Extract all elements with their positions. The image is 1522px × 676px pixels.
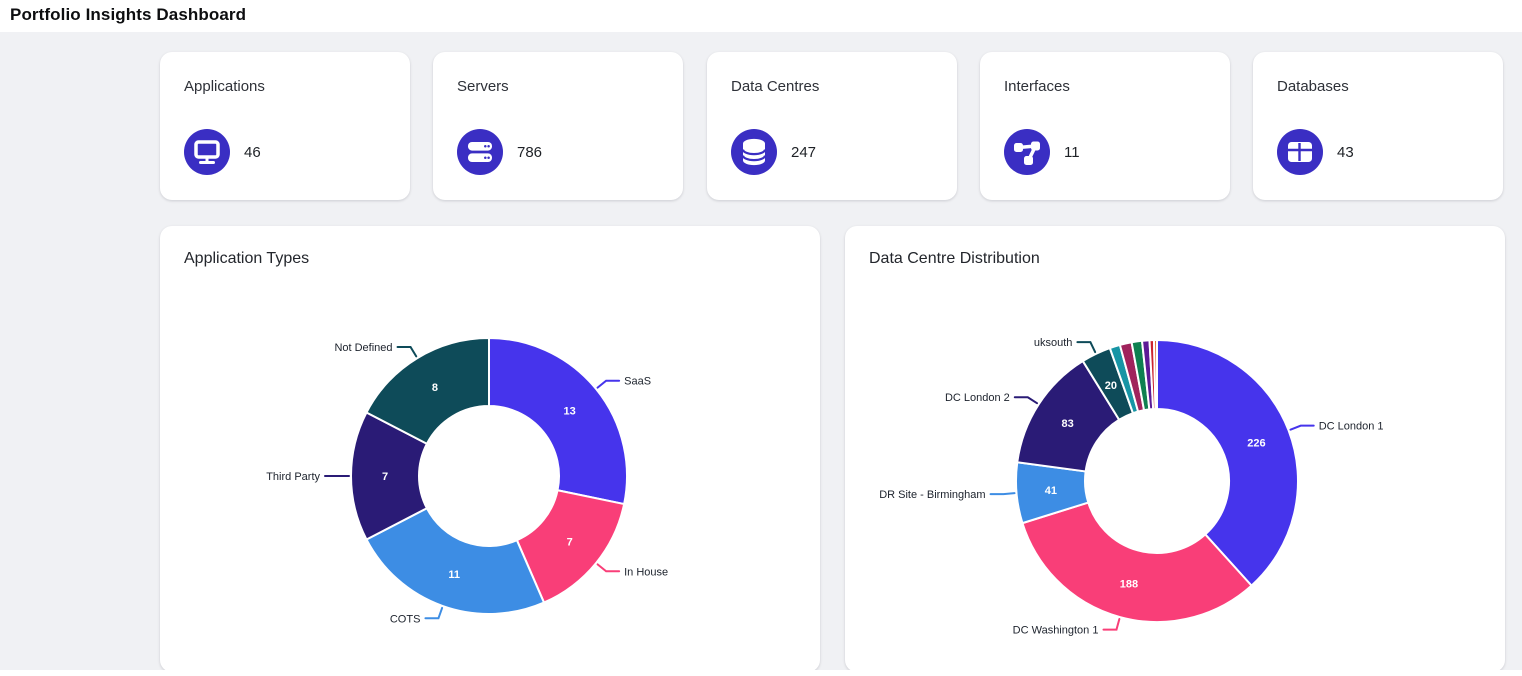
stat-value: 46 [244,143,261,161]
slice-leader-line [1076,341,1097,354]
slice-leader-line [1013,396,1039,405]
donut-slice-saas[interactable] [488,337,628,506]
stat-value: 11 [1064,143,1080,161]
database-icon [731,129,777,175]
donut-slice-not-defined[interactable] [365,337,490,445]
slice-leader-line [989,492,1016,496]
chart-card-data-centre-distribution: Data Centre Distribution 226 DC London 1 1… [845,226,1505,672]
slice-value-label: 226 [1247,438,1265,450]
page-title: Portfolio Insights Dashboard [10,5,247,24]
slice-label-not-defined: Not Defined [334,342,392,354]
slice-label-dc-washington-1: DC Washington 1 [1013,625,1099,637]
network-icon [1004,129,1050,175]
slice-value-label: 83 [1062,418,1074,430]
slice-value-label: 8 [432,382,438,394]
slice-leader-line [1102,617,1121,631]
donut-slice-cots[interactable] [365,507,545,615]
chart-title: Data Centre Distribution [869,250,1040,267]
stat-value: 247 [791,143,817,161]
stat-label: Data Centres [731,78,820,95]
slice-label-cots: COTS [390,613,421,625]
monitor-icon [184,129,230,175]
chart-card-application-types: Application Types 13 SaaS 7 In House 11 COTS 7… [160,226,820,672]
slice-label-dr-site-birmingham: DR Site - Birmingham [879,489,985,501]
slice-label-dc-london-2: DC London 2 [945,392,1010,404]
stat-card-applications[interactable]: Applications 46 [160,52,410,200]
slice-label-uksouth: uksouth [1034,337,1073,349]
slice-label-in-house: In House [624,566,668,578]
stat-label: Databases [1277,78,1349,95]
slice-leader-line [1289,424,1315,431]
slice-value-label: 7 [567,537,573,549]
stat-card-interfaces[interactable]: Interfaces 11 [980,52,1230,200]
stat-value: 43 [1337,143,1354,161]
slice-leader-line [396,345,418,358]
slice-value-label: 41 [1045,485,1057,497]
slice-label-saas: SaaS [624,376,651,388]
slice-value-label: 11 [448,569,460,581]
donut-slice[interactable] [1152,339,1158,411]
stat-label: Applications [184,78,265,95]
stat-card-data-centres[interactable]: Data Centres 247 [707,52,957,200]
server-stack-icon [457,129,503,175]
slice-value-label: 13 [564,405,576,417]
stat-card-servers[interactable]: Servers 786 [433,52,683,200]
stat-label: Interfaces [1004,78,1070,95]
stat-value: 786 [517,143,543,161]
slice-value-label: 188 [1120,579,1138,591]
stat-label: Servers [457,78,509,95]
application-types-donut[interactable]: 13 SaaS 7 In House 11 COTS 7 Third Party 8 Not De… [160,226,820,672]
table-grid-icon [1277,129,1323,175]
slice-leader-line [424,606,444,620]
donut-slice-dc-washington-1[interactable] [1021,501,1253,623]
slice-leader-line [596,379,621,389]
slice-value-label: 20 [1105,380,1117,392]
bottom-strip [0,670,1522,676]
slice-label-dc-london-1: DC London 1 [1319,421,1384,433]
slice-leader-line [596,563,621,573]
slice-value-label: 7 [382,471,388,483]
stat-card-databases[interactable]: Databases 43 [1253,52,1503,200]
data-centre-distribution-donut[interactable]: 226 DC London 1 188 DC Washington 1 41 DR Sit… [845,226,1505,672]
donut-slice-dc-london-1[interactable] [1156,339,1299,587]
chart-title: Application Types [184,250,310,267]
slice-label-third-party: Third Party [266,471,320,483]
